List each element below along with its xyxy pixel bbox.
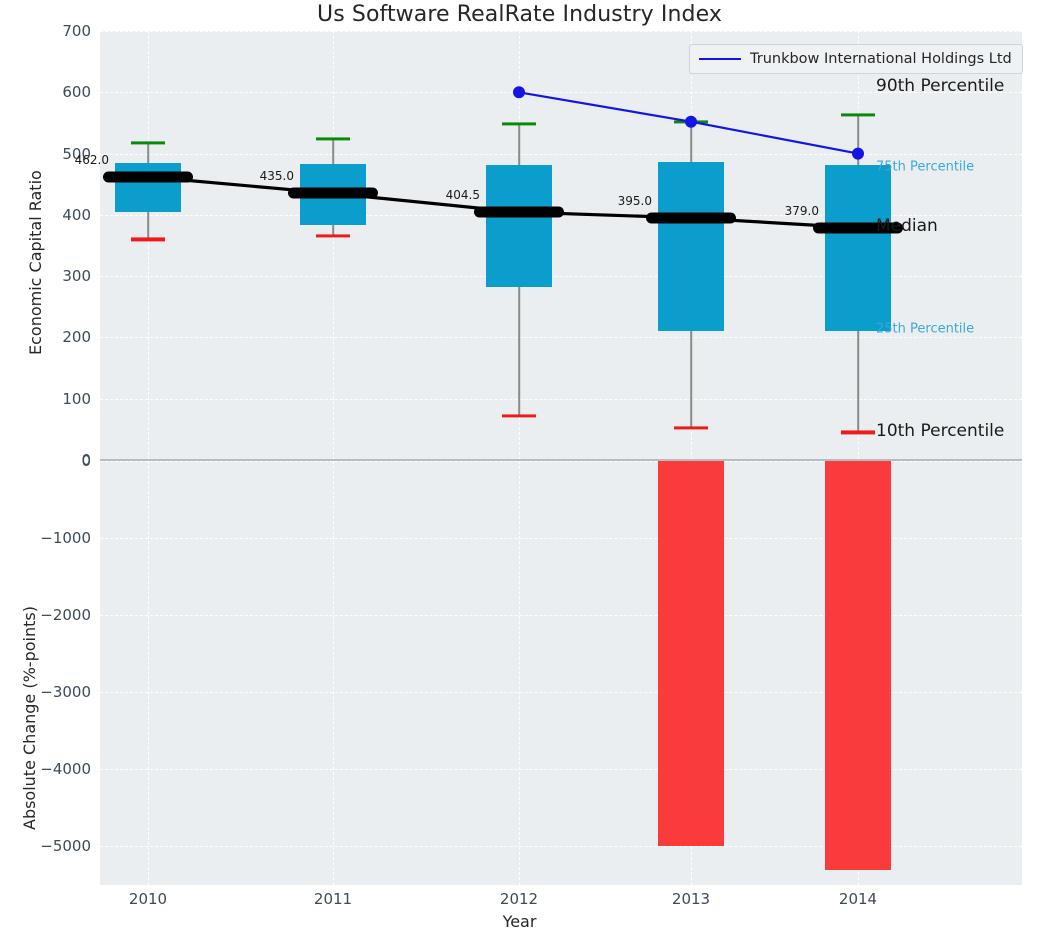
- legend-entry-label: Trunkbow International Holdings Ltd: [750, 51, 1012, 67]
- median-marker: [103, 171, 193, 183]
- y-axis-tick-label: −2000: [40, 606, 91, 625]
- annotation-10th-percentile: 10th Percentile: [876, 420, 1005, 441]
- median-value-label: 462.0: [74, 152, 109, 167]
- panel-divider: [100, 459, 1022, 461]
- y-axis-tick-label: 600: [62, 83, 91, 102]
- gridline-horizontal: [100, 398, 1022, 400]
- box-interquartile-range: [658, 161, 724, 332]
- y-axis-tick-label: −5000: [40, 837, 91, 856]
- gridline-vertical: [148, 31, 149, 460]
- y-axis-tick-label: −4000: [40, 760, 91, 779]
- gridline-horizontal: [100, 337, 1022, 339]
- series-data-point: [852, 147, 864, 160]
- whisker-cap-p10: [841, 430, 875, 434]
- gridline-horizontal: [100, 615, 1022, 617]
- x-axis-label: Year: [502, 912, 537, 931]
- whisker-cap-p90: [841, 113, 875, 117]
- whisker-cap-p10: [502, 414, 536, 418]
- whisker-cap-p10: [316, 234, 350, 238]
- x-axis-tick-label: 2014: [838, 890, 878, 908]
- box-interquartile-range: [115, 162, 181, 212]
- gridline-vertical: [333, 31, 334, 460]
- y-axis-tick-label: 700: [62, 22, 91, 40]
- gridline-horizontal: [100, 276, 1022, 278]
- x-axis-tick-label: 2010: [128, 890, 168, 908]
- gridline-horizontal: [100, 461, 1022, 462]
- gridline-horizontal: [100, 769, 1022, 771]
- negative-change-bar: [658, 461, 724, 847]
- negative-change-bar: [825, 461, 891, 870]
- y-axis-tick-label: −3000: [40, 683, 91, 702]
- median-marker: [474, 206, 564, 218]
- median-value-label: 404.5: [445, 188, 480, 203]
- median-value-label: 379.0: [784, 203, 819, 218]
- median-value-label: 435.0: [259, 169, 294, 184]
- gridline-vertical: [519, 461, 520, 885]
- whisker-cap-p90: [131, 141, 165, 145]
- annotation-25th-percentile: 25th Percentile: [876, 321, 975, 337]
- gridline-horizontal: [100, 846, 1022, 848]
- whisker-cap-p90: [502, 122, 536, 126]
- y-axis-tick-label: 500: [62, 144, 91, 163]
- legend: Trunkbow International Holdings Ltd: [689, 44, 1023, 74]
- x-axis-tick-label: 2012: [499, 890, 539, 908]
- y-axis-tick-label: 0: [81, 451, 91, 469]
- y-axis-tick-label: 400: [62, 205, 91, 224]
- annotation-90th-percentile: 90th Percentile: [876, 76, 1005, 97]
- median-marker: [646, 212, 736, 224]
- box-interquartile-range: [825, 164, 891, 332]
- whisker-cap-p90: [316, 137, 350, 141]
- whisker-cap-p10: [674, 425, 708, 430]
- median-marker: [813, 222, 903, 234]
- median-marker: [288, 187, 378, 199]
- series-data-point: [685, 115, 697, 128]
- box-interquartile-range: [486, 164, 552, 288]
- y-axis-tick-label: −1000: [40, 529, 91, 548]
- y-axis-tick-label: 100: [62, 389, 91, 408]
- gridline-vertical: [333, 461, 334, 885]
- x-axis-tick-label: 2011: [313, 890, 353, 908]
- median-value-label: 395.0: [617, 193, 652, 208]
- gridline-horizontal: [100, 538, 1022, 540]
- x-axis-tick-label: 2013: [671, 890, 711, 908]
- annotation-75th-percentile: 75th Percentile: [876, 159, 975, 175]
- gridline-horizontal: [100, 92, 1022, 94]
- y-axis-tick-label: 300: [62, 267, 91, 286]
- annotation-median: Median: [876, 215, 938, 236]
- whisker-cap-p10: [131, 237, 165, 241]
- series-data-point: [513, 86, 525, 99]
- y-axis-tick-label: 0: [81, 452, 91, 470]
- gridline-horizontal: [100, 31, 1022, 32]
- gridline-horizontal: [100, 692, 1022, 694]
- chart-title: Us Software RealRate Industry Index: [317, 2, 722, 27]
- gridline-horizontal: [100, 153, 1022, 155]
- legend-line-swatch: [699, 58, 741, 60]
- y-axis-tick-label: 200: [62, 328, 91, 347]
- gridline-vertical: [148, 461, 149, 885]
